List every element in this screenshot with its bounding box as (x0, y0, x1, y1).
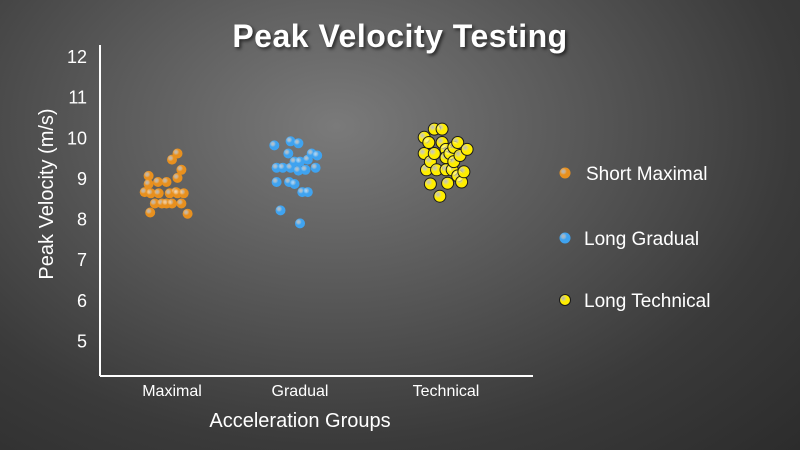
data-point (427, 147, 441, 160)
data-point (145, 188, 156, 199)
data-point (300, 164, 311, 175)
data-point (433, 189, 447, 203)
y-tick-label: 10 (67, 128, 87, 148)
x-category-label: Technical (413, 383, 480, 400)
data-point (435, 122, 449, 136)
data-point (422, 136, 436, 149)
data-point (302, 187, 313, 198)
data-point (460, 142, 474, 156)
axes (99, 45, 533, 377)
data-points (139, 122, 474, 229)
data-point (143, 179, 154, 189)
data-point (145, 207, 156, 218)
data-point (275, 205, 286, 216)
y-tick-labels: 5 6 7 8 9 10 11 12 (67, 47, 87, 352)
legend: Short Maximal Long Gradual Long Technical (559, 164, 710, 312)
data-point (285, 136, 296, 147)
data-point (310, 162, 321, 173)
x-axis-title: Acceleration Groups (209, 410, 390, 432)
data-point (182, 208, 193, 219)
chart-title: Peak Velocity Testing (232, 18, 568, 54)
y-tick-label: 6 (77, 291, 87, 311)
data-point (441, 176, 455, 190)
legend-marker (559, 294, 571, 306)
y-tick-label: 12 (67, 47, 87, 67)
data-point (143, 170, 154, 181)
data-point (176, 164, 187, 175)
x-category-label: Maximal (142, 383, 202, 400)
data-point (149, 198, 160, 209)
data-point (457, 165, 471, 179)
data-point (167, 198, 177, 209)
y-tick-label: 11 (68, 88, 87, 108)
legend-label: Short Maximal (586, 164, 707, 185)
y-tick-label: 5 (77, 332, 87, 352)
data-point (295, 218, 305, 229)
data-point (289, 179, 300, 189)
legend-marker (559, 167, 571, 179)
x-category-labels: Maximal Gradual Technical (142, 383, 479, 400)
data-point (283, 148, 294, 159)
data-point (178, 188, 189, 199)
data-point (423, 177, 437, 191)
data-point (277, 162, 288, 173)
data-point (271, 177, 282, 187)
data-point (153, 177, 163, 187)
legend-label: Long Technical (584, 291, 710, 312)
x-category-label: Gradual (272, 383, 329, 400)
data-point (153, 188, 164, 199)
data-point (161, 177, 172, 187)
y-tick-label: 9 (77, 169, 87, 189)
data-point (451, 136, 465, 149)
data-point (176, 198, 187, 209)
legend-marker (559, 232, 571, 244)
data-point (172, 172, 183, 183)
y-tick-label: 8 (77, 210, 87, 230)
legend-label: Long Gradual (584, 229, 699, 250)
y-tick-label: 7 (77, 250, 87, 270)
data-point (295, 156, 305, 167)
data-point (269, 140, 280, 151)
data-point (312, 150, 323, 161)
y-axis-title: Peak Velocity (m/s) (36, 108, 58, 279)
data-point (172, 148, 183, 159)
data-point (293, 138, 304, 149)
